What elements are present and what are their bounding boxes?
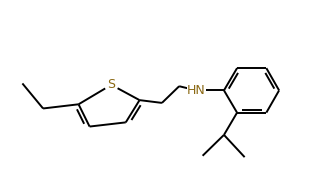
- Text: S: S: [107, 78, 115, 91]
- Text: HN: HN: [187, 84, 206, 97]
